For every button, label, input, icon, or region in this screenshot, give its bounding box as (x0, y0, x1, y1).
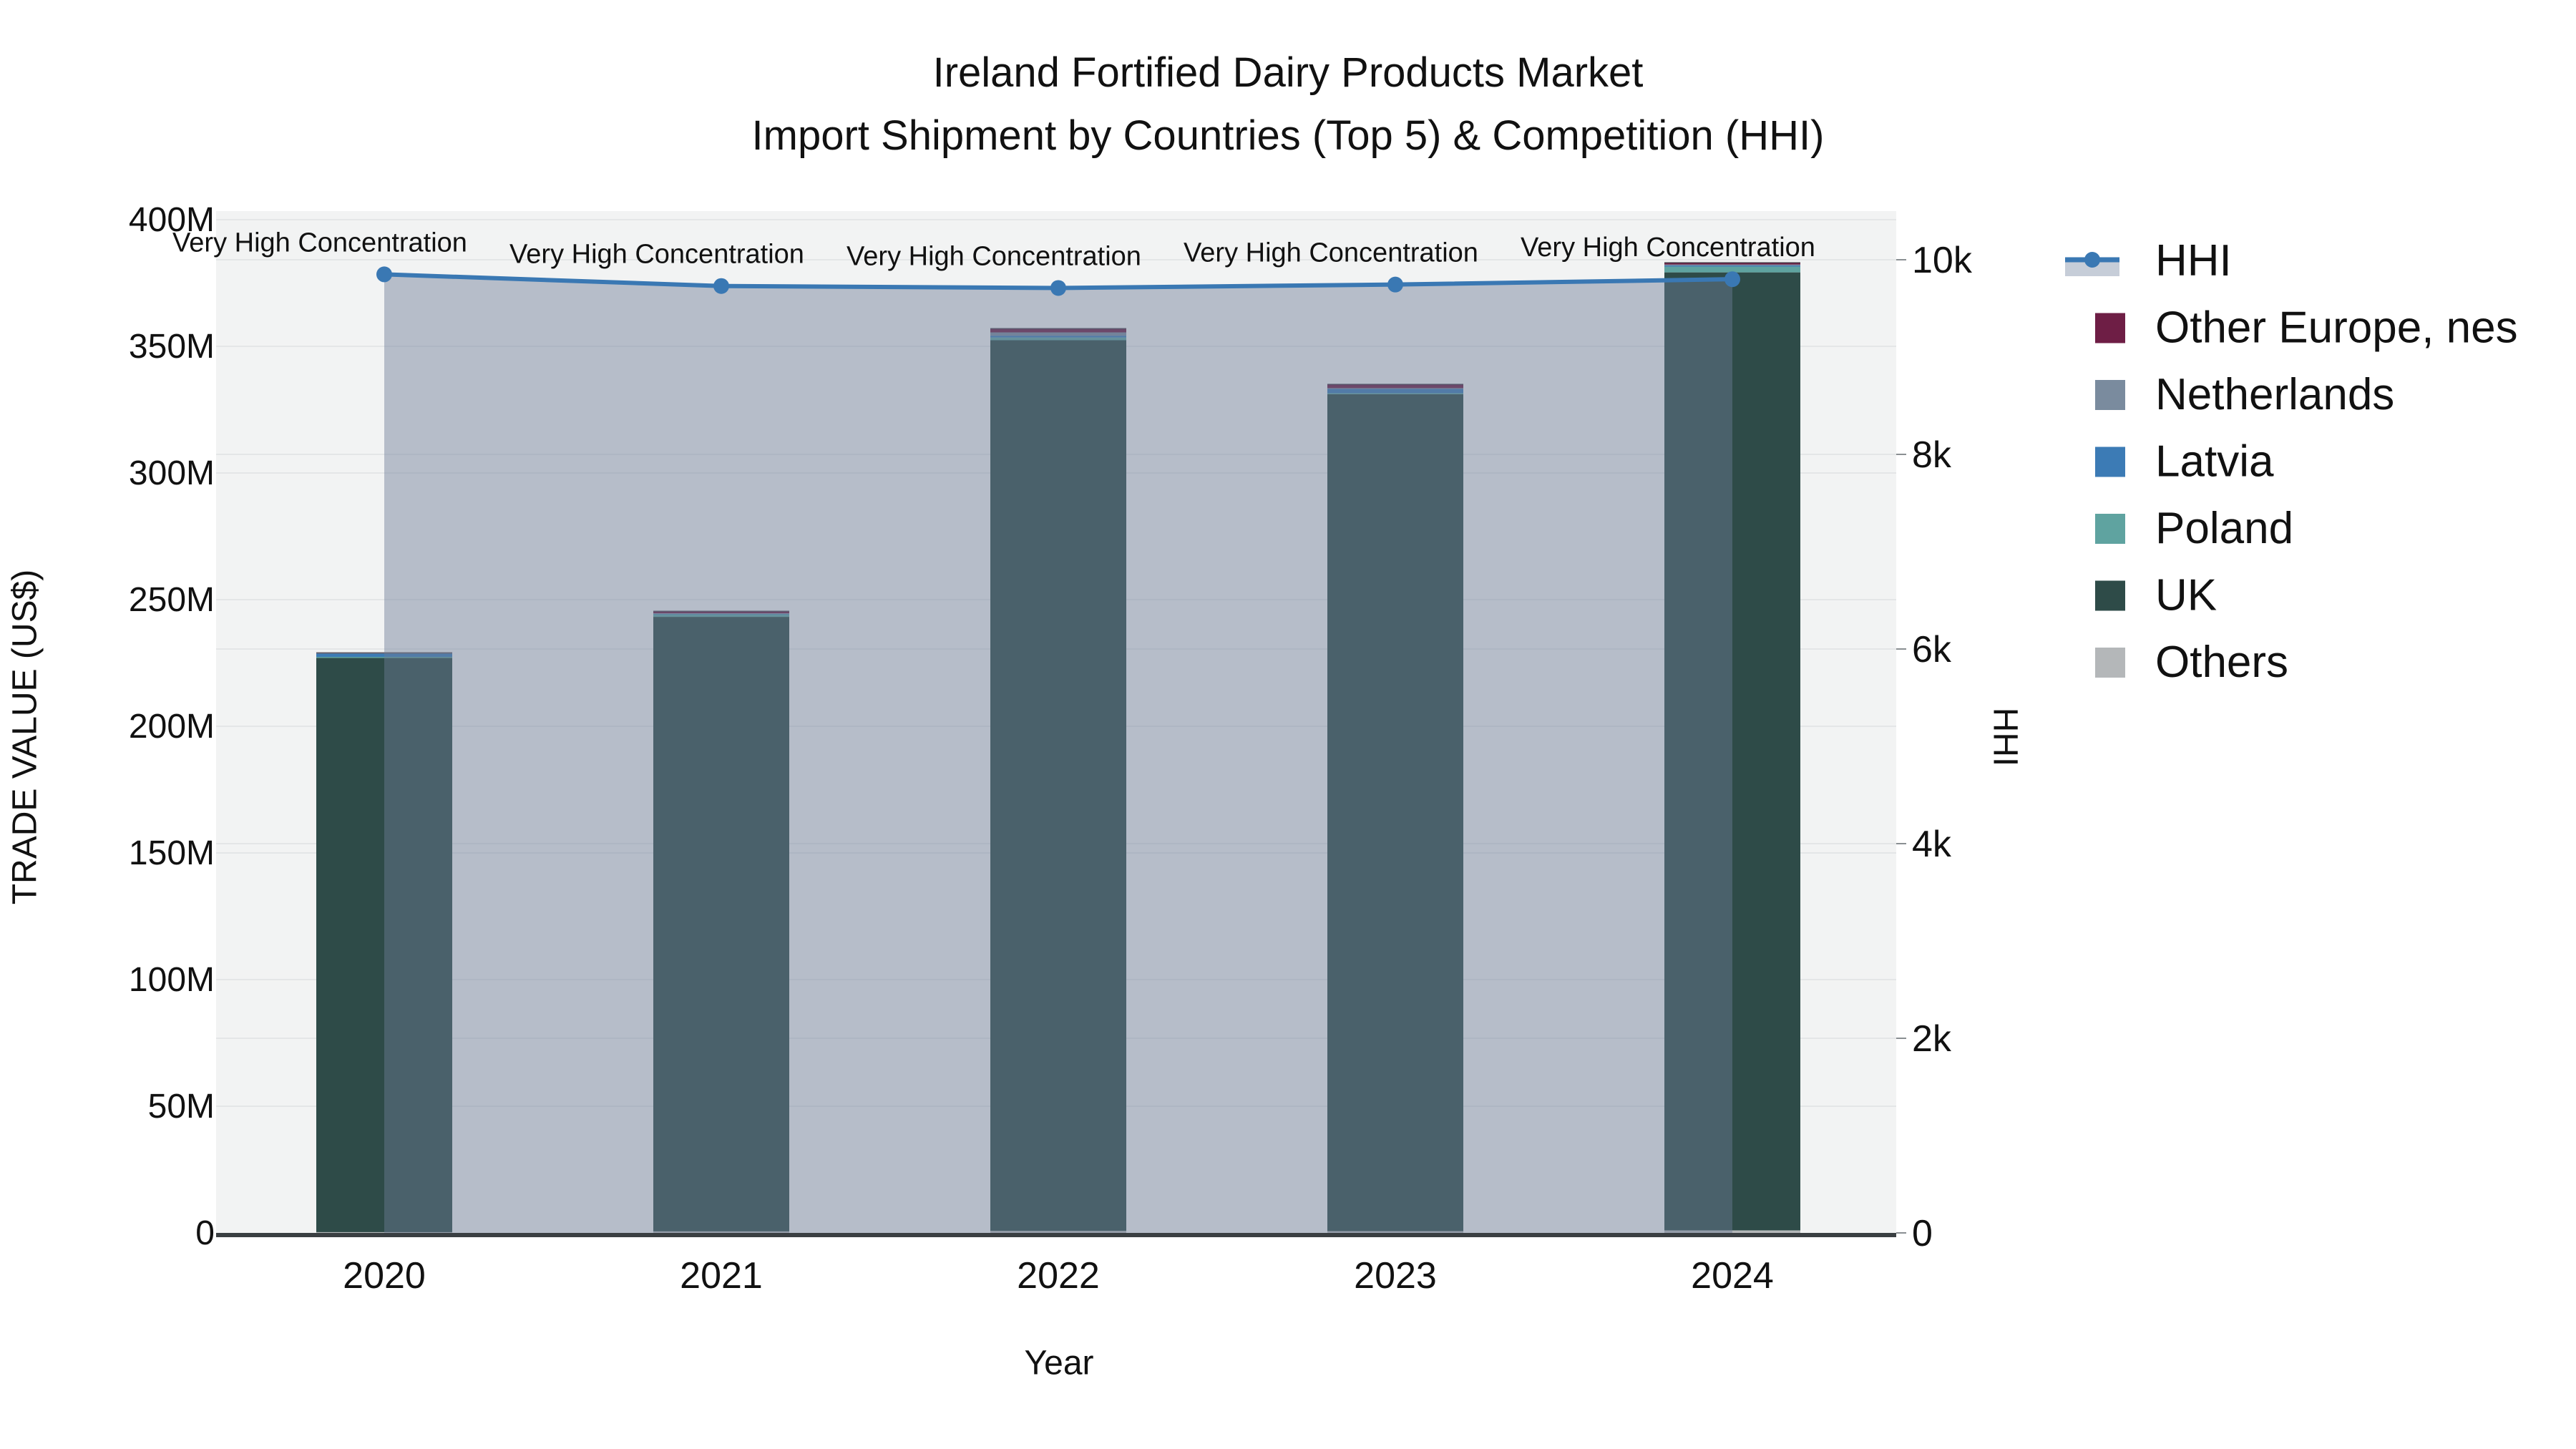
y-left-tick: 400M (129, 201, 215, 239)
bar-segment-others[interactable] (316, 1231, 452, 1233)
bar-segment-poland[interactable] (990, 337, 1126, 341)
hhi-marker-2024[interactable] (1724, 271, 1740, 288)
y-right-tick: 4k (1912, 824, 1952, 865)
legend-item-others[interactable]: Others (2095, 638, 2288, 687)
bar-2020[interactable] (316, 652, 452, 1233)
hhi-marker-2021[interactable] (713, 278, 729, 294)
bar-2022[interactable] (990, 328, 1126, 1233)
bar-segment-uk[interactable] (1327, 394, 1463, 1231)
legend-swatch (2095, 447, 2125, 477)
bar-segment-poland[interactable] (653, 614, 789, 618)
bar-2021[interactable] (653, 610, 789, 1233)
annotation-2023: Very High Concentration (1184, 238, 1478, 268)
bar-segment-poland[interactable] (316, 657, 452, 658)
annotation-2022: Very High Concentration (847, 241, 1141, 271)
legend-label: Poland (2155, 504, 2293, 553)
bar-segment-uk[interactable] (1664, 272, 1800, 1231)
legend-label: Latvia (2155, 437, 2274, 487)
y-right-tick: 0 (1912, 1213, 1933, 1254)
annotation-2021: Very High Concentration (509, 240, 804, 270)
chart-title: Ireland Fortified Dairy Products Market (932, 49, 1644, 96)
y-right-tick: 2k (1912, 1018, 1952, 1060)
chart-subtitle: Import Shipment by Countries (Top 5) & C… (751, 112, 1825, 159)
bar-segment-latvia[interactable] (316, 653, 452, 658)
bar-segment-latvia[interactable] (653, 613, 789, 615)
bar-segment-latvia[interactable] (990, 336, 1126, 338)
legend-item-hhi[interactable]: HHI (2065, 236, 2232, 286)
x-tick-2024: 2024 (1691, 1255, 1774, 1297)
x-tick-2021: 2021 (680, 1255, 763, 1297)
bar-segment-others[interactable] (1664, 1230, 1800, 1233)
y-left-tick: 300M (129, 454, 215, 492)
bar-segment-uk[interactable] (316, 658, 452, 1232)
y-left-tick: 150M (129, 834, 215, 872)
legend-swatch (2095, 580, 2125, 611)
legend-swatch (2095, 648, 2125, 678)
legend-label: Others (2155, 638, 2288, 687)
hhi-marker-2023[interactable] (1387, 276, 1403, 293)
legend-item-latvia[interactable]: Latvia (2095, 437, 2274, 487)
bar-segment-others[interactable] (990, 1231, 1126, 1233)
legend-label: Netherlands (2155, 370, 2394, 419)
bar-segment-uk[interactable] (653, 617, 789, 1231)
x-tick-2020: 2020 (343, 1255, 426, 1297)
legend-swatch (2095, 514, 2125, 544)
bar-segment-poland[interactable] (1664, 266, 1800, 273)
bar-segment-other-europe--nes[interactable] (990, 328, 1126, 333)
y-right-tick: 10k (1912, 240, 1973, 281)
legend-label: UK (2155, 571, 2217, 620)
annotation-2020: Very High Concentration (172, 228, 467, 258)
legend-hhi-marker (2084, 252, 2100, 268)
y-left-tick: 350M (129, 328, 215, 366)
legend-label: Other Europe, nes (2155, 303, 2518, 353)
bar-segment-poland[interactable] (1327, 393, 1463, 394)
legend-item-netherlands[interactable]: Netherlands (2095, 370, 2394, 419)
y-left-tick: 100M (129, 961, 215, 999)
hhi-area-fill (384, 274, 1732, 1233)
bar-segment-netherlands[interactable] (653, 613, 789, 614)
y-right-tick: 6k (1912, 629, 1952, 670)
legend-swatch (2095, 380, 2125, 410)
legend-swatch (2095, 313, 2125, 343)
hhi-marker-2020[interactable] (376, 266, 392, 283)
annotation-2024: Very High Concentration (1521, 233, 1815, 263)
legend-item-poland[interactable]: Poland (2095, 504, 2293, 553)
x-tick-2023: 2023 (1354, 1255, 1437, 1297)
bar-2024[interactable] (1664, 262, 1800, 1233)
y-left-tick: 200M (129, 708, 215, 746)
bar-segment-uk[interactable] (990, 340, 1126, 1231)
bar-segment-other-europe--nes[interactable] (1327, 384, 1463, 389)
legend-label: HHI (2155, 236, 2232, 286)
bar-segment-others[interactable] (653, 1231, 789, 1233)
x-axis-line (216, 1233, 1896, 1237)
bar-2023[interactable] (1327, 384, 1463, 1233)
bar-segment-latvia[interactable] (1327, 389, 1463, 394)
legend-item-other-europe--nes[interactable]: Other Europe, nes (2095, 303, 2518, 353)
x-axis-title: Year (1024, 1344, 1094, 1382)
legend-item-uk[interactable]: UK (2095, 571, 2217, 620)
bar-segment-netherlands[interactable] (1327, 388, 1463, 389)
y-left-tick: 0 (195, 1214, 215, 1252)
bar-segment-other-europe--nes[interactable] (1664, 263, 1800, 265)
bar-segment-others[interactable] (1327, 1231, 1463, 1233)
bar-segment-netherlands[interactable] (990, 332, 1126, 336)
x-tick-2022: 2022 (1017, 1255, 1100, 1297)
y-left-tick: 250M (129, 581, 215, 619)
legend: HHI Other Europe, nes Netherlands Latvia Pol… (2065, 236, 2518, 687)
y-left-tick: 50M (148, 1088, 215, 1126)
bar-series (316, 262, 1800, 1233)
bar-segment-other-europe--nes[interactable] (653, 611, 789, 614)
bar-segment-latvia[interactable] (1664, 265, 1800, 267)
hhi-marker-2022[interactable] (1050, 280, 1066, 296)
y-right-tick: 8k (1912, 434, 1952, 476)
